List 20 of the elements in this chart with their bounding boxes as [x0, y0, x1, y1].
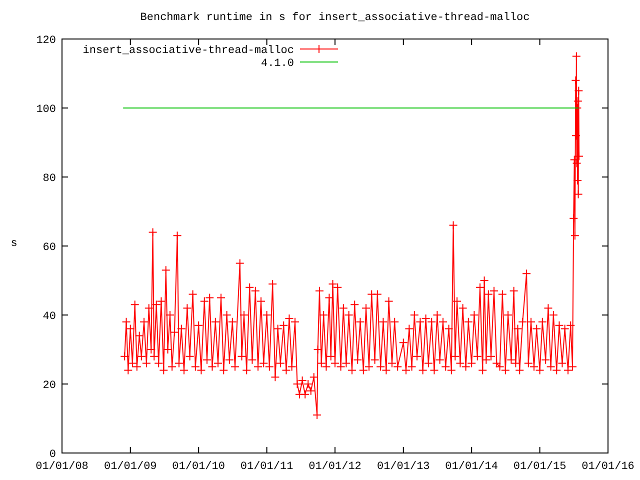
x-tick-label: 01/01/11	[240, 461, 294, 473]
y-tick-label: 100	[36, 104, 56, 116]
legend-label: insert_associative-thread-malloc	[82, 45, 294, 57]
x-tick-label: 01/01/12	[308, 461, 362, 473]
y-tick-label: 60	[42, 242, 56, 254]
y-tick-label: 80	[42, 172, 56, 185]
y-axis-title: s	[10, 238, 18, 250]
y-tick-label: 20	[42, 380, 56, 392]
x-tick-label: 01/01/15	[513, 461, 566, 473]
y-tick-label: 0	[49, 448, 56, 461]
chart-title: Benchmark runtime in s for insert_associative-thread-malloc	[140, 12, 530, 24]
x-tick-label: 01/01/08	[36, 461, 88, 473]
x-tick-label: 01/01/13	[376, 461, 430, 473]
y-tick-label: 40	[42, 310, 56, 323]
x-tick-label: 01/01/16	[582, 461, 634, 473]
y-tick-label: 120	[36, 34, 56, 47]
x-tick-label: 01/01/14	[445, 461, 498, 473]
x-tick-label: 01/01/10	[172, 461, 225, 473]
x-tick-label: 01/01/09	[104, 461, 157, 473]
legend-label: 4.1.0	[260, 58, 294, 70]
